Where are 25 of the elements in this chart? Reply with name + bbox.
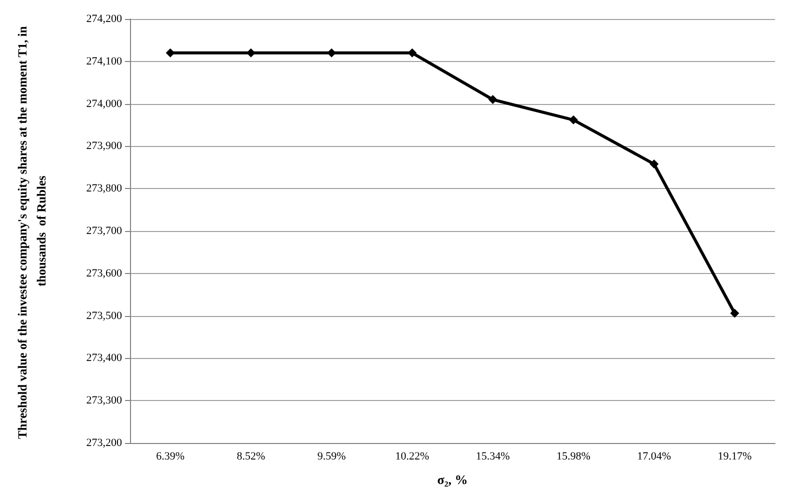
x-tick-label: 19.17% [718, 450, 752, 462]
point [650, 160, 659, 169]
y-tick-label: 274,000 [86, 98, 122, 110]
y-tick-label: 273,700 [86, 225, 122, 237]
point [568, 115, 578, 124]
y-tick-label: 273,400 [86, 352, 122, 364]
y-tick-label: 273,200 [86, 437, 122, 449]
x-tick-label: 9.59% [317, 450, 346, 462]
y-tick-label: 273,500 [86, 310, 122, 322]
x-tick-label: 15.34% [476, 450, 510, 462]
point [488, 95, 498, 104]
x-tick-label: 6.39% [156, 450, 185, 462]
y-tick-label: 274,100 [86, 55, 122, 68]
y-tick-label: 273,900 [86, 140, 122, 152]
x-tick-label: 17.04% [637, 450, 672, 462]
y-tick-label: 273,800 [86, 182, 122, 195]
x-tick-label: 8.52% [236, 450, 266, 462]
x-axis-title: σ₂, % [437, 472, 468, 487]
y-tick-label: 273,600 [86, 267, 122, 280]
y-tick-label: 274,200 [86, 13, 122, 25]
x-tick-label: 15.98% [556, 450, 590, 462]
y-axis-title: Threshold value of the investee company's equity shares at the moment T1, in thousands of Rubles [16, 23, 48, 439]
point [730, 308, 740, 318]
x-tick-label: 10.22% [395, 450, 430, 462]
y-tick-label: 273,300 [86, 394, 122, 407]
